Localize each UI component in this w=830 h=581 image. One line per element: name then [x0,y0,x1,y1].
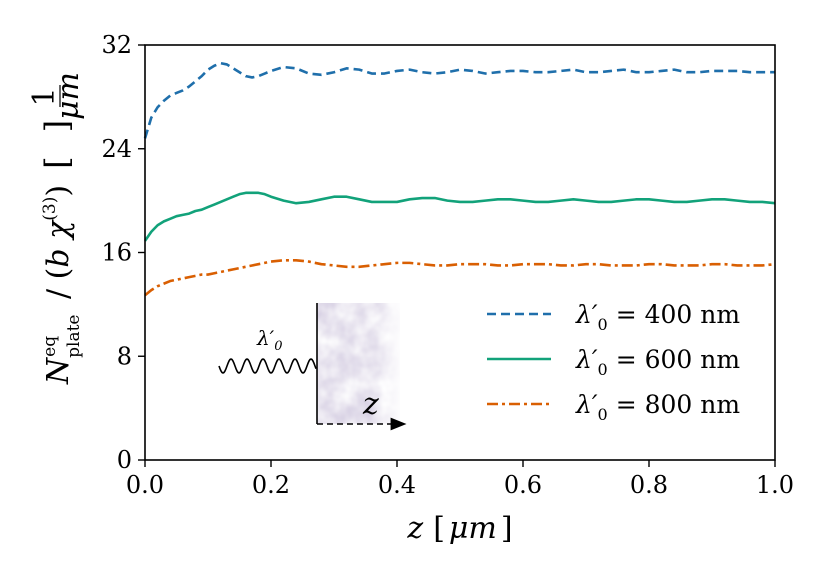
x-tick-label: 0.2 [252,471,290,499]
svg-text:1: 1 [27,87,62,106]
y-tick-label: 0 [117,446,132,474]
legend-label-1: λ′0 = 400 nm [575,300,740,334]
x-tick-label: 1.0 [756,471,794,499]
series-layer [143,61,776,297]
y-tick-label: 16 [101,239,132,267]
series-line-1 [143,61,775,139]
y-tick-label: 8 [117,342,132,370]
x-tick-label: 0.4 [378,471,416,499]
inset-diagram: λ′0 z [218,303,407,431]
x-tick-label: 0.6 [504,471,542,499]
incident-wave-icon [218,358,317,374]
x-tick-label: 0.0 [126,471,164,499]
legend-label-2: λ′0 = 600 nm [575,345,740,379]
series-line-2 [143,191,776,242]
series-line-3 [144,258,776,297]
x-tick-label: 0.8 [630,471,668,499]
x-axis-label: z[μm] [406,511,512,546]
svg-text:μm: μm [51,72,86,120]
inset-z-label: z [362,387,379,422]
inset-wave-label: λ′0 [256,326,283,354]
legend-label-3: λ′0 = 800 nm [575,390,740,424]
y-tick-label: 24 [101,135,132,163]
tick-layer: 0.0 0.2 0.4 0.6 0.8 1.0 0 8 16 24 32 [101,31,794,499]
y-axis-label: Neq plate / (b χ(3))[] 1 μm [27,72,86,385]
material-slab-fade [317,303,400,424]
legend: λ′0 = 400 nm λ′0 = 600 nm λ′0 = 800 nm [487,300,740,424]
y-tick-label: 32 [101,31,132,59]
